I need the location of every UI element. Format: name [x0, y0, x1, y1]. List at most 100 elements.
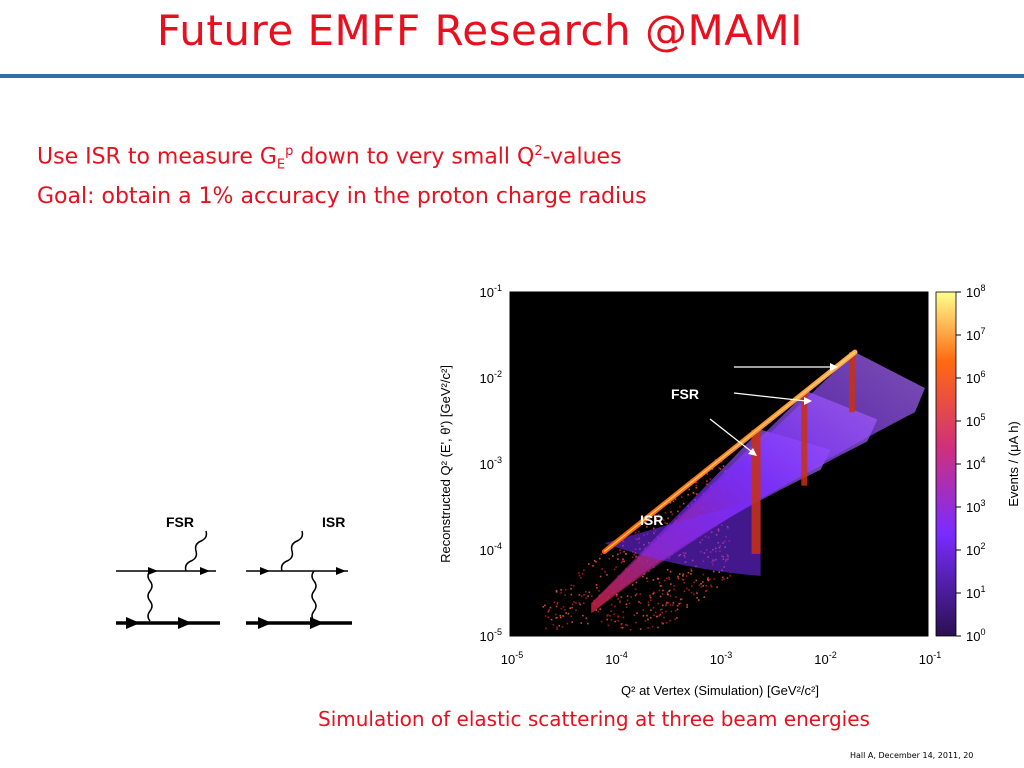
speckle-point [553, 601, 556, 604]
speckle-point [623, 560, 625, 563]
speckle-point [600, 620, 603, 623]
speckle-point [655, 518, 657, 520]
speckle-point [682, 579, 685, 581]
speckle-point [650, 609, 652, 611]
bullet-list: Use ISR to measure GEp down to very smal… [37, 136, 647, 212]
speckle-point [613, 568, 616, 571]
speckle-point [620, 626, 623, 629]
speckle-point [601, 568, 603, 570]
speckle-point [710, 584, 712, 587]
speckle-point [617, 598, 619, 600]
speckle-point [700, 583, 702, 585]
speckle-point [556, 628, 558, 630]
speckle-point [600, 553, 603, 556]
colorbar-label: Events / (μA h) [1006, 421, 1021, 507]
energy-band-1 [751, 429, 761, 554]
speckle-point [686, 604, 688, 606]
speckle-point [683, 581, 685, 584]
speckle-point [722, 465, 725, 467]
speckle-point [687, 493, 689, 496]
speckle-point [666, 569, 669, 571]
speckle-point [665, 604, 667, 607]
speckle-point [705, 483, 708, 485]
speckle-point [588, 591, 591, 594]
colorbar-tick-label: 108 [966, 283, 985, 300]
speckle-point [587, 595, 589, 597]
speckle-point [544, 604, 546, 607]
bullet-isr: Use ISR to measure GEp down to very smal… [37, 136, 647, 181]
speckle-point [657, 602, 659, 605]
speckle-point [614, 605, 616, 608]
fsr-arrowhead-top [830, 363, 838, 371]
speckle-point [665, 622, 668, 624]
speckle-point [635, 581, 638, 584]
speckle-point [693, 593, 695, 596]
speckle-point [566, 622, 569, 625]
colorbar-tick-label: 104 [966, 455, 985, 472]
x-tick-label: 10-5 [501, 650, 523, 667]
speckle-point [621, 627, 624, 629]
speckle-point [570, 593, 572, 596]
speckle-point [703, 596, 705, 598]
speckle-point [618, 601, 621, 604]
speckle-point [657, 514, 660, 516]
speckle-point [646, 577, 648, 580]
speckle-point [640, 602, 642, 604]
speckle-point [638, 530, 640, 533]
speckle-point [698, 584, 701, 586]
speckle-point [677, 577, 680, 580]
colorbar [935, 291, 957, 637]
speckle-point [652, 592, 654, 595]
speckle-point [598, 590, 600, 592]
speckle-point [659, 585, 662, 587]
speckle-point [550, 618, 553, 621]
speckle-point [710, 585, 713, 588]
speckle-point [633, 553, 635, 556]
speckle-point [670, 583, 672, 585]
speckle-point [706, 472, 708, 475]
speckle-point [569, 607, 571, 609]
speckle-point [578, 594, 581, 596]
speckle-point [614, 620, 616, 623]
speckle-point [616, 594, 618, 596]
speckle-point [669, 570, 672, 573]
speckle-point [706, 578, 709, 581]
speckle-point [697, 599, 700, 601]
speckle-point [673, 585, 675, 587]
speckle-point [570, 615, 573, 618]
speckle-point [669, 604, 672, 607]
speckle-point [617, 558, 619, 560]
speckle-point [669, 595, 672, 597]
speckle-point [686, 587, 688, 590]
speckle-point [580, 595, 583, 597]
colorbar-tick-label: 100 [966, 627, 985, 644]
speckle-point [578, 572, 580, 574]
speckle-point [610, 610, 612, 612]
speckle-point [564, 588, 567, 591]
fsr-arrow-low [709, 418, 753, 453]
speckle-point [701, 581, 704, 583]
speckle-point [607, 614, 609, 616]
fsr-arrowhead-low [748, 448, 757, 456]
speckle-point [695, 487, 698, 489]
speckle-point [668, 576, 670, 579]
speckle-point [658, 589, 661, 592]
speckle-point [613, 613, 615, 616]
speckle-point [579, 603, 581, 606]
speckle-point [682, 575, 684, 577]
speckle-point [615, 595, 618, 597]
speckle-point [663, 616, 665, 619]
speckle-point [726, 577, 729, 579]
speckle-point [676, 604, 679, 607]
speckle-point [674, 618, 676, 621]
fsr-arrow-1 [148, 567, 158, 575]
speckle-point [599, 575, 602, 578]
speckle-point [653, 522, 656, 524]
energy-band-3 [848, 352, 855, 413]
speckle-point [670, 511, 672, 513]
speckle-point [656, 577, 659, 580]
speckle-point [571, 621, 573, 623]
speckle-point [595, 560, 597, 563]
speckle-point [575, 602, 577, 604]
isr-diagram-label: ISR [322, 514, 345, 530]
